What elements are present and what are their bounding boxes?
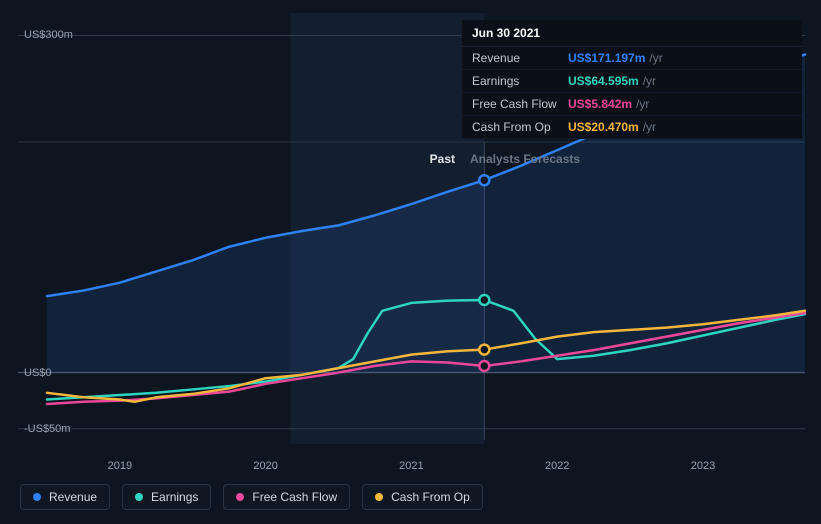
- legend-item-fcf[interactable]: Free Cash Flow: [223, 484, 350, 510]
- x-axis-tick-label: 2023: [691, 460, 715, 472]
- legend-label: Revenue: [49, 490, 97, 504]
- tooltip-metric-suffix: /yr: [643, 74, 656, 88]
- tooltip-metric-suffix: /yr: [636, 97, 649, 111]
- y-axis-tick-label: US$300m: [24, 29, 73, 41]
- x-axis-tick-label: 2021: [399, 460, 423, 472]
- tooltip-metric-suffix: /yr: [643, 120, 656, 134]
- legend-dot-icon: [33, 493, 41, 501]
- forecast-label: Analysts Forecasts: [470, 152, 580, 166]
- legend-item-revenue[interactable]: Revenue: [20, 484, 110, 510]
- legend-dot-icon: [135, 493, 143, 501]
- legend-label: Cash From Op: [391, 490, 470, 504]
- legend-item-cfo[interactable]: Cash From Op: [362, 484, 483, 510]
- chart-tooltip: Jun 30 2021 RevenueUS$171.197m/yrEarning…: [462, 20, 802, 139]
- tooltip-row: Cash From OpUS$20.470m/yr: [462, 116, 802, 139]
- tooltip-row: Free Cash FlowUS$5.842m/yr: [462, 93, 802, 116]
- chart-legend: Revenue Earnings Free Cash Flow Cash From O…: [20, 484, 483, 510]
- tooltip-metric-value: US$171.197m: [568, 51, 645, 65]
- tooltip-metric-label: Revenue: [472, 51, 568, 65]
- y-axis-tick-label: -US$50m: [24, 423, 70, 435]
- legend-item-earnings[interactable]: Earnings: [122, 484, 211, 510]
- y-axis-tick-label: US$0: [24, 367, 52, 379]
- tooltip-metric-value: US$5.842m: [568, 97, 632, 111]
- x-axis-tick-label: 2019: [108, 460, 132, 472]
- tooltip-metric-value: US$20.470m: [568, 120, 639, 134]
- past-label: Past: [430, 152, 455, 166]
- tooltip-metric-label: Earnings: [472, 74, 568, 88]
- tooltip-row: RevenueUS$171.197m/yr: [462, 47, 802, 70]
- financials-chart: Past Analysts Forecasts -US$50m US$0 US$30…: [0, 0, 821, 524]
- legend-dot-icon: [236, 493, 244, 501]
- tooltip-row: EarningsUS$64.595m/yr: [462, 70, 802, 93]
- x-axis-tick-label: 2022: [545, 460, 569, 472]
- tooltip-metric-suffix: /yr: [649, 51, 662, 65]
- tooltip-date: Jun 30 2021: [462, 20, 802, 47]
- tooltip-metric-label: Free Cash Flow: [472, 97, 568, 111]
- tooltip-metric-value: US$64.595m: [568, 74, 639, 88]
- x-axis-tick-label: 2020: [253, 460, 277, 472]
- legend-label: Free Cash Flow: [252, 490, 337, 504]
- legend-label: Earnings: [151, 490, 198, 504]
- legend-dot-icon: [375, 493, 383, 501]
- tooltip-metric-label: Cash From Op: [472, 120, 568, 134]
